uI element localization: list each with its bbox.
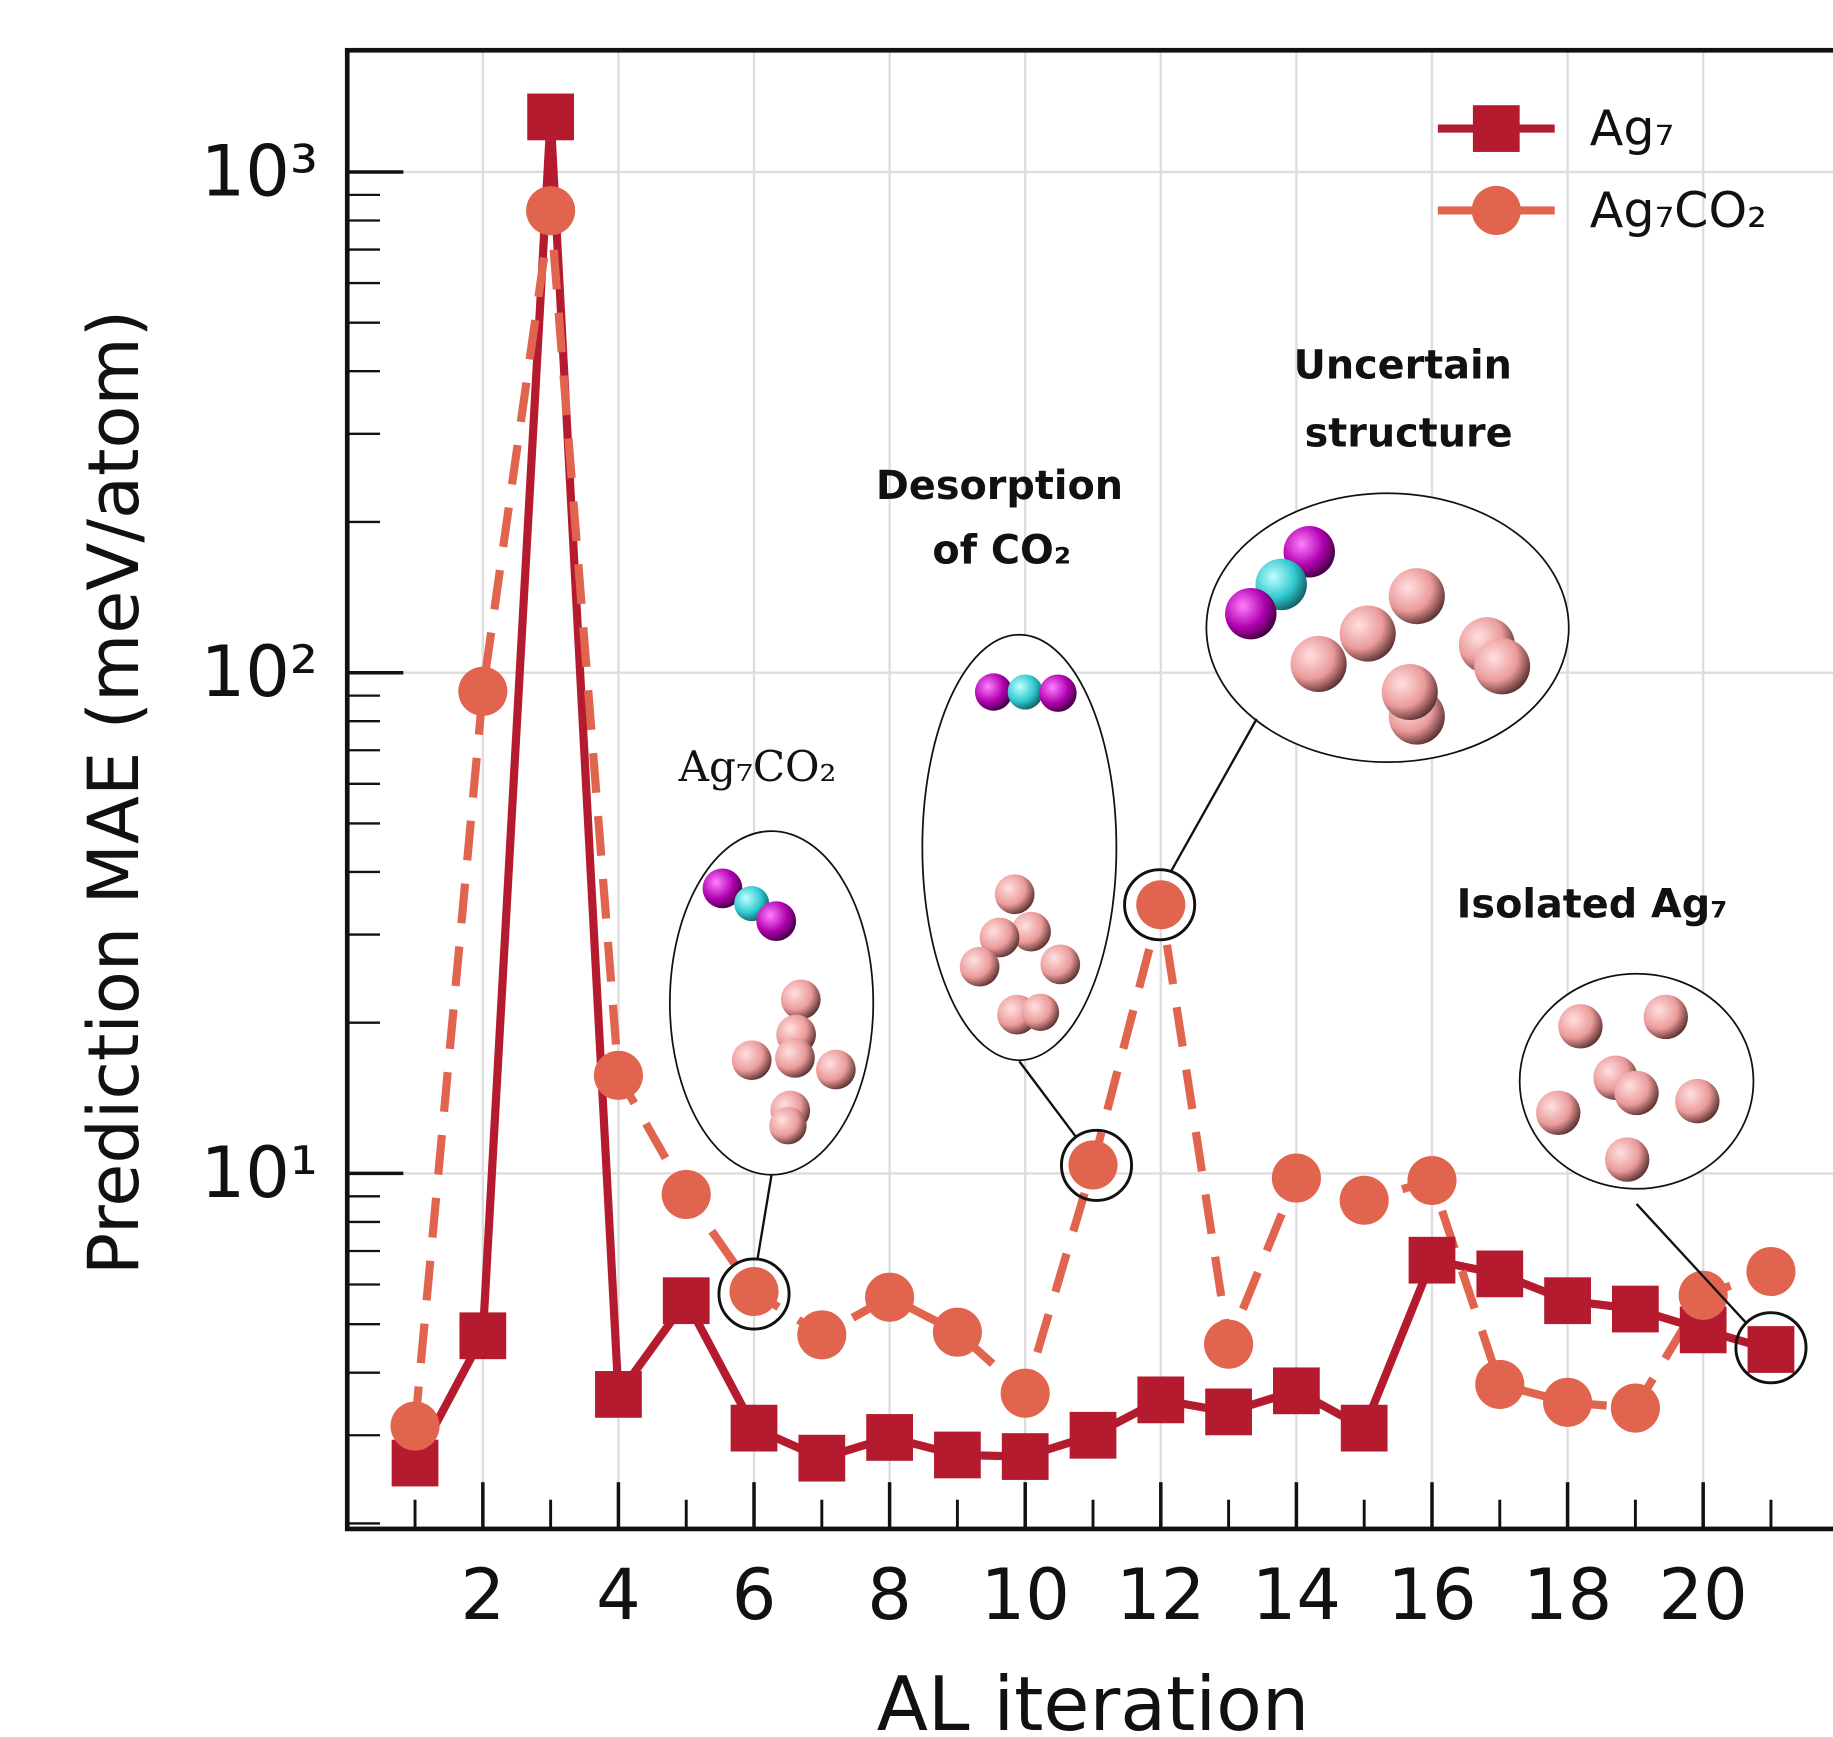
marker [595,1371,642,1418]
x-tick-label: 16 [1387,1554,1476,1636]
marker [526,186,576,236]
axes-frame [344,47,1833,1532]
marker [1273,1367,1320,1415]
marker [1476,1250,1524,1298]
x-tick-label: 8 [867,1554,912,1636]
x-axis-label: AL iteration [877,1661,1310,1737]
marker [527,93,575,141]
marker [1001,1433,1049,1480]
annotation: Isolated Ag₇ [1457,882,1728,928]
marker [459,1312,507,1360]
marker [662,1277,710,1325]
marker [1475,1359,1525,1409]
marker [1136,880,1186,930]
molecule [959,673,1081,1035]
marker [730,1404,778,1452]
molecule [1536,994,1720,1182]
marker [1205,1388,1252,1436]
marker [934,1431,981,1479]
legend-marker [1471,185,1521,235]
annotations [668,492,1755,1190]
marker [1543,1377,1593,1427]
x-tick-label: 2 [461,1554,506,1636]
x-tick-label: 4 [596,1554,641,1636]
annotation: structure [1305,411,1513,457]
annotation: Desorption [876,463,1123,509]
marker [661,1169,711,1219]
marker [1340,1404,1388,1452]
legend-marker [1472,105,1520,152]
annotation: Ag₇CO₂ [678,742,837,791]
marker [458,666,508,716]
x-tick-label: 10 [981,1554,1070,1636]
marker [1068,1140,1118,1190]
marker [1746,1246,1796,1297]
marker [866,1414,913,1461]
y-tick-label: 10² [201,631,318,713]
marker [1612,1285,1659,1333]
marker [932,1307,982,1357]
marker [593,1050,643,1100]
y-tick-label: 10³ [201,130,318,212]
marker [1069,1411,1117,1459]
marker [865,1272,915,1322]
y-tick-label: 10¹ [201,1132,318,1214]
plot-area [344,47,1833,1532]
y-axis-label: Prediction MAE (meV/atom) [73,310,155,1275]
x-tick-label: 20 [1659,1554,1748,1636]
marker [1271,1153,1321,1203]
x-tick-label: 12 [1116,1554,1205,1636]
marker [1747,1326,1795,1373]
legend-label: Ag₇CO₂ [1590,181,1767,239]
highlights [717,718,1808,1385]
marker [729,1266,779,1317]
marker [1407,1155,1457,1206]
marker [1408,1236,1456,1284]
marker [1339,1175,1389,1225]
molecule [1225,526,1531,745]
legend-label: Ag₇ [1590,99,1674,157]
marker [1678,1270,1728,1320]
marker [1544,1277,1591,1325]
marker [798,1434,846,1482]
marker [1137,1376,1185,1424]
marker [797,1310,847,1360]
x-tick-label: 14 [1252,1554,1341,1636]
x-tick-label: 18 [1523,1554,1612,1636]
marker [1610,1383,1660,1433]
x-tick-label: 6 [732,1554,777,1636]
annotation: Uncertain [1294,343,1512,389]
marker [1000,1368,1050,1418]
annotation: of CO₂ [932,527,1071,573]
marker [390,1401,440,1451]
marker [1204,1319,1254,1369]
molecule [702,868,856,1145]
